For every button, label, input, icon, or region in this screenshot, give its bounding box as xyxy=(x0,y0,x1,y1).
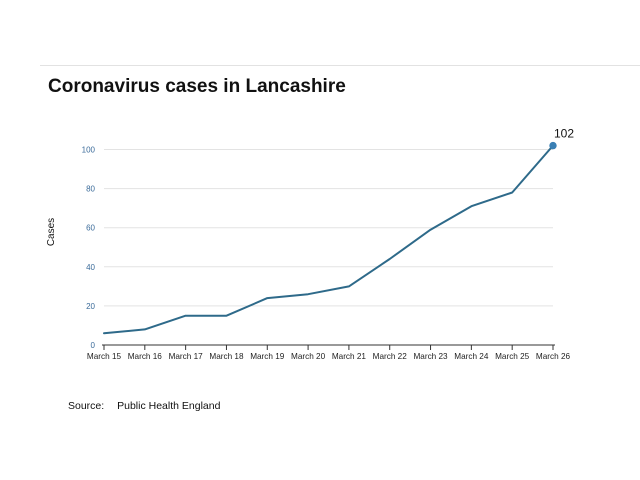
y-tick-label: 60 xyxy=(86,224,95,233)
data-point-marker xyxy=(549,141,557,150)
x-tick-label: March 24 xyxy=(454,352,489,361)
y-axis-label: Cases xyxy=(46,218,57,246)
header-divider xyxy=(40,65,640,66)
x-tick-label: March 19 xyxy=(250,352,285,361)
y-tick-label: 0 xyxy=(91,341,96,350)
data-label: 102 xyxy=(554,127,574,141)
x-tick-label: March 25 xyxy=(495,352,530,361)
x-tick-label: March 17 xyxy=(169,352,204,361)
y-tick-label: 80 xyxy=(86,185,95,194)
x-tick-label: March 20 xyxy=(291,352,326,361)
x-tick-label: March 22 xyxy=(373,352,408,361)
series-line xyxy=(103,144,554,335)
source-label: Source: xyxy=(68,400,105,412)
x-tick-label: March 18 xyxy=(209,352,244,361)
source-text: Public Health England xyxy=(117,400,221,412)
x-tick-label: March 16 xyxy=(128,352,163,361)
source-note: Source: Public Health England xyxy=(68,400,220,412)
y-tick-label: 100 xyxy=(82,146,96,155)
x-tick-label: March 15 xyxy=(87,352,122,361)
x-tick-label: March 21 xyxy=(332,352,367,361)
x-tick-label: March 26 xyxy=(536,352,571,361)
chart-title: Coronavirus cases in Lancashire xyxy=(48,76,346,97)
x-tick-label: March 23 xyxy=(413,352,448,361)
y-tick-label: 20 xyxy=(86,302,95,311)
y-tick-label: 40 xyxy=(86,263,95,272)
